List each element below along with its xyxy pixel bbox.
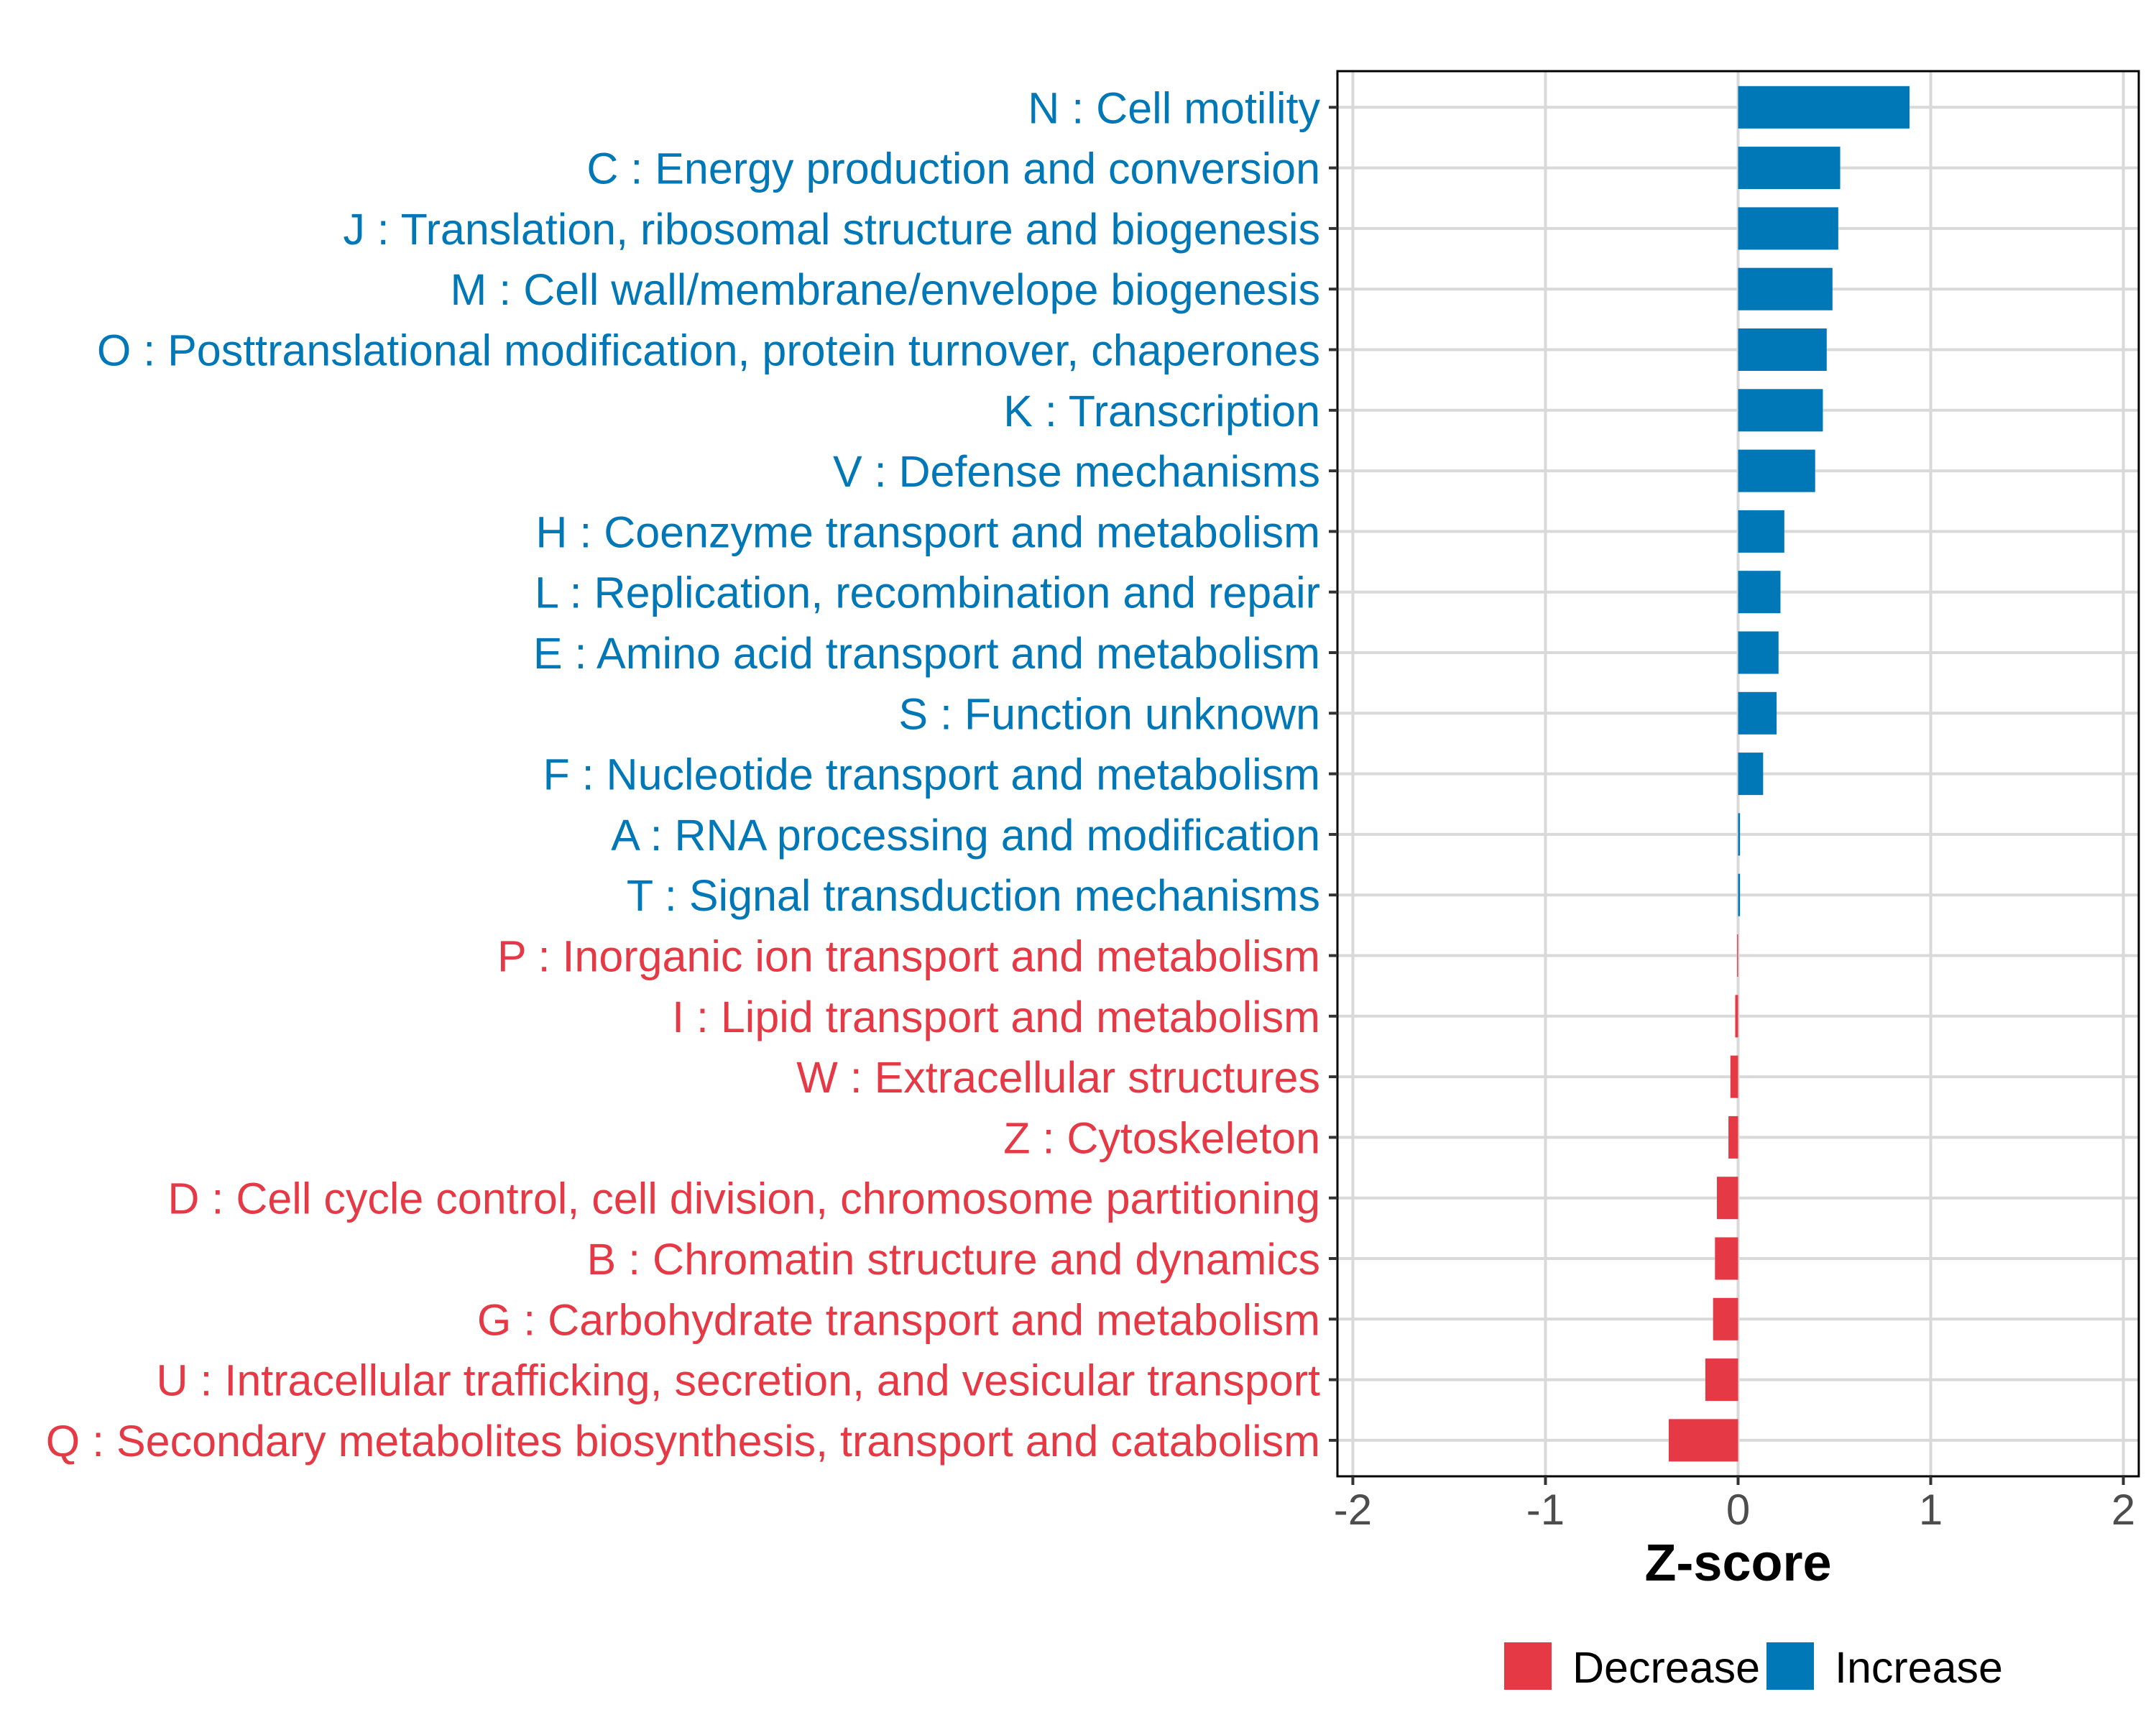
bar-l <box>1738 571 1781 614</box>
category-label: G : Carbohydrate transport and metabolis… <box>477 1295 1320 1344</box>
category-label: L : Replication, recombination and repai… <box>535 569 1320 617</box>
x-axis-ticks: -2 -1 0 1 2 <box>1334 1476 2135 1534</box>
category-label: Z : Cytoskeleton <box>1003 1113 1320 1162</box>
category-label: A : RNA processing and modification <box>611 811 1320 860</box>
bar-v <box>1738 449 1815 492</box>
category-label: Q : Secondary metabolites biosynthesis, … <box>46 1417 1320 1466</box>
category-label: D : Cell cycle control, cell division, c… <box>167 1174 1320 1223</box>
legend: Decrease Increase <box>1504 1642 2003 1692</box>
x-tick-label: 0 <box>1726 1486 1750 1534</box>
category-label: N : Cell motility <box>1028 83 1320 132</box>
bar-p <box>1737 934 1738 978</box>
bar-k <box>1738 389 1823 432</box>
bar-w <box>1730 1055 1738 1098</box>
x-tick-label: 2 <box>2111 1486 2135 1534</box>
category-label: W : Extracellular structures <box>796 1053 1320 1102</box>
y-axis-category-labels: N : Cell motility C : Energy production a… <box>46 83 1321 1466</box>
category-label: C : Energy production and conversion <box>586 144 1320 193</box>
bar-i <box>1735 995 1738 1038</box>
bar-u <box>1705 1358 1738 1402</box>
legend-swatch-increase <box>1766 1642 1814 1690</box>
bar-t <box>1738 873 1741 916</box>
bar-n <box>1738 86 1910 129</box>
x-tick-label: -1 <box>1526 1486 1565 1534</box>
category-label: K : Transcription <box>1003 387 1320 436</box>
y-axis-ticks <box>1329 106 1337 1442</box>
bars <box>1669 86 1910 1462</box>
legend-swatch-decrease <box>1504 1642 1552 1690</box>
category-label: I : Lipid transport and metabolism <box>672 993 1320 1041</box>
bar-d <box>1717 1177 1738 1220</box>
bar-q <box>1669 1419 1738 1462</box>
category-label: P : Inorganic ion transport and metaboli… <box>497 932 1320 981</box>
category-label: J : Translation, ribosomal structure and… <box>343 205 1320 254</box>
bar-o <box>1738 328 1827 372</box>
bar-s <box>1738 691 1777 735</box>
bar-j <box>1738 207 1838 250</box>
bar-e <box>1738 631 1779 674</box>
category-label: U : Intracellular trafficking, secretion… <box>157 1356 1321 1405</box>
x-axis-title: Z-score <box>1644 1535 1831 1592</box>
bar-g <box>1713 1297 1738 1340</box>
category-label: S : Function unknown <box>898 689 1320 738</box>
bar-h <box>1738 510 1784 553</box>
bar-b <box>1715 1237 1738 1280</box>
legend-label-increase: Increase <box>1835 1643 2003 1692</box>
bar-f <box>1738 753 1764 796</box>
bar-z <box>1728 1116 1738 1159</box>
bar-a <box>1738 813 1741 856</box>
category-label: F : Nucleotide transport and metabolism <box>543 750 1320 799</box>
category-label: E : Amino acid transport and metabolism <box>533 629 1320 678</box>
category-label: M : Cell wall/membrane/envelope biogenes… <box>451 265 1320 314</box>
x-tick-label: 1 <box>1919 1486 1943 1534</box>
category-label: V : Defense mechanisms <box>833 447 1320 496</box>
bar-c <box>1738 147 1841 190</box>
category-label: T : Signal transduction mechanisms <box>627 871 1320 920</box>
category-label: B : Chromatin structure and dynamics <box>587 1235 1320 1284</box>
category-label: H : Coenzyme transport and metabolism <box>535 507 1320 556</box>
bar-m <box>1738 267 1833 310</box>
x-tick-label: -2 <box>1334 1486 1372 1534</box>
category-label: O : Posttranslational modification, prot… <box>97 326 1320 375</box>
legend-label-decrease: Decrease <box>1572 1643 1760 1692</box>
